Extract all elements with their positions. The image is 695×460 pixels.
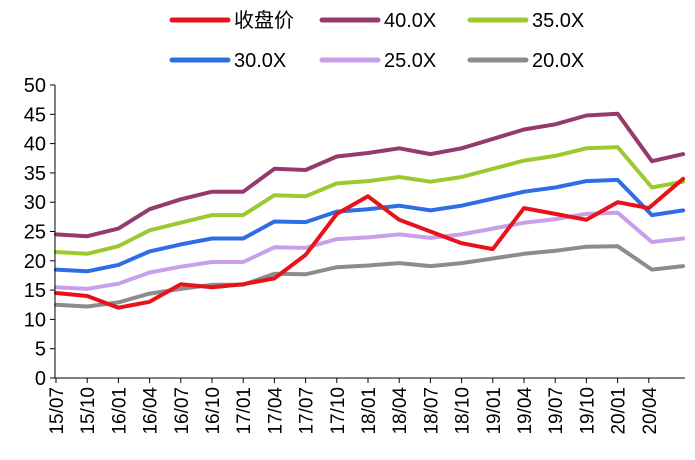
legend-label: 40.0X <box>384 10 436 32</box>
y-tick-label: 35 <box>24 163 46 185</box>
legend-label: 20.0X <box>532 50 584 72</box>
x-tick-label: 17/07 <box>297 387 318 435</box>
legend-label: 30.0X <box>234 50 286 72</box>
axes: 0 5 10 15 20 25 30 35 40 45 50 15/07 15/10 16/01 16/04… <box>24 75 685 435</box>
x-tick-label: 15/10 <box>78 387 99 435</box>
x-tick-label: 18/07 <box>421 387 442 435</box>
y-tick-label: 25 <box>24 222 46 244</box>
y-tick-label: 20 <box>24 251 46 273</box>
x-tick-label: 16/01 <box>109 387 130 435</box>
x-tick-label: 20/01 <box>609 387 630 435</box>
y-tick-label: 15 <box>24 280 46 302</box>
legend: 收盘价 40.0X 35.0X 30.0X 25.0X 20.0X <box>169 9 584 72</box>
x-tick-label: 16/07 <box>172 387 193 435</box>
y-tick-label: 5 <box>35 339 46 361</box>
series-line-30.0X <box>54 177 686 274</box>
x-tick-label: 19/10 <box>577 387 598 435</box>
x-tick-label: 18/10 <box>453 387 474 435</box>
series-line-35.0X <box>54 145 686 256</box>
x-tick-label: 16/10 <box>203 387 224 435</box>
x-tick-label: 17/04 <box>265 387 286 435</box>
x-tick-label: 19/07 <box>546 387 567 435</box>
y-tick-label: 50 <box>24 75 46 97</box>
x-tick-label: 19/01 <box>484 387 505 435</box>
x-tick-label: 18/01 <box>359 387 380 435</box>
series-line-20.0X <box>54 244 686 309</box>
series-line-25.0X <box>54 210 686 291</box>
y-tick-label: 40 <box>24 134 46 156</box>
x-tick-label: 16/04 <box>141 387 162 435</box>
x-tick-label: 20/04 <box>640 387 661 435</box>
y-tick-label: 10 <box>24 309 46 331</box>
series-line-40.0X <box>54 111 686 239</box>
y-tick-label: 0 <box>35 368 46 390</box>
legend-label: 收盘价 <box>234 9 294 32</box>
x-tick-label: 17/01 <box>234 387 255 435</box>
x-tick-label: 17/10 <box>328 387 349 435</box>
legend-label: 35.0X <box>532 10 584 32</box>
series-line-收盘价 <box>54 176 686 310</box>
series-layer <box>54 111 686 310</box>
legend-label: 25.0X <box>384 50 436 72</box>
x-tick-label: 15/07 <box>47 387 68 435</box>
x-tick-label: 18/04 <box>390 387 411 435</box>
y-tick-label: 30 <box>24 192 46 214</box>
x-tick-label: 19/04 <box>515 387 536 435</box>
y-tick-label: 45 <box>24 104 46 126</box>
